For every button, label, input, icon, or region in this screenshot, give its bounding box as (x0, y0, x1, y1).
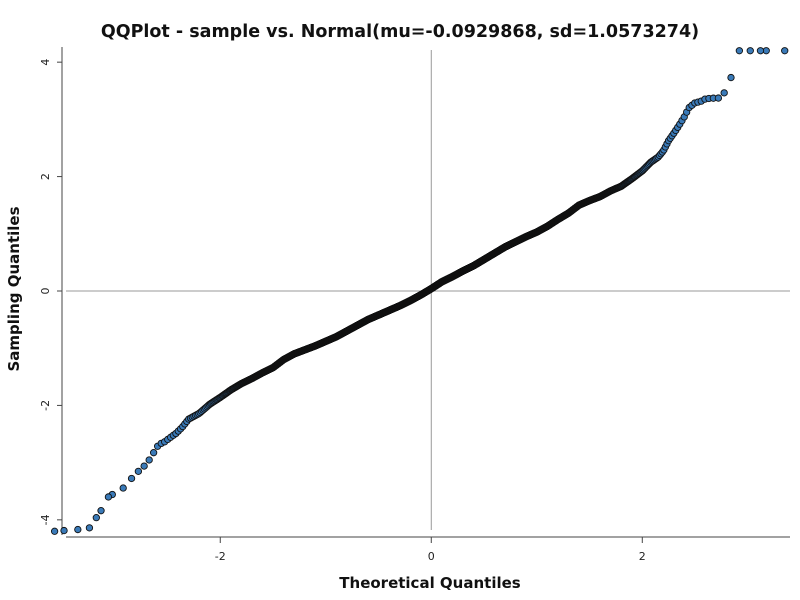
data-point (756, 47, 765, 55)
y-tick-label: -2 (39, 400, 52, 411)
data-point (714, 94, 723, 102)
x-tick-label: -2 (215, 550, 226, 563)
data-point (134, 467, 143, 475)
data-point (727, 73, 735, 82)
data-point (92, 514, 100, 522)
data-point (74, 525, 82, 534)
y-tick-label: 4 (39, 59, 52, 66)
data-point (104, 493, 113, 501)
data-point (85, 524, 94, 532)
data-point (127, 474, 136, 483)
data-point (735, 47, 744, 55)
chart-title: QQPlot - sample vs. Normal(mu=-0.0929868… (100, 22, 700, 42)
y-tick-label: -4 (39, 514, 52, 525)
data-point (145, 456, 153, 464)
x-tick-label: 2 (639, 550, 646, 563)
x-axis-label: Theoretical Quantiles (339, 574, 521, 592)
data-point (97, 507, 105, 515)
data-point (781, 47, 789, 55)
data-points (50, 47, 789, 535)
data-point (140, 462, 148, 470)
data-point (50, 527, 59, 535)
data-point (149, 449, 158, 457)
data-point (119, 484, 127, 492)
data-point (720, 89, 728, 97)
x-tick-label: 0 (428, 550, 435, 563)
data-point (746, 47, 754, 55)
axes: -4 -2 0 2 4 -2 0 2 (39, 47, 790, 563)
data-point (60, 526, 68, 535)
y-tick-label: 2 (39, 173, 52, 180)
y-tick-label: 0 (39, 288, 52, 295)
